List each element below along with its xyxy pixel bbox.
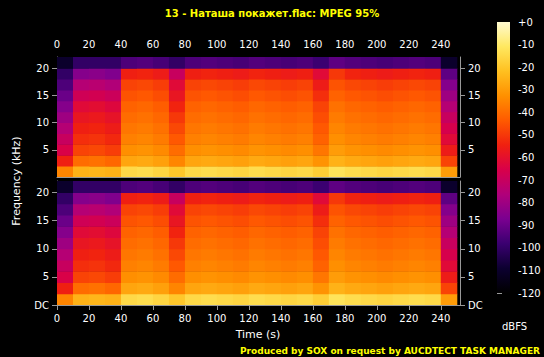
svg-text:15: 15 <box>468 90 481 101</box>
svg-text:140: 140 <box>271 39 290 50</box>
svg-text:80: 80 <box>179 313 192 324</box>
svg-text:-20: -20 <box>518 62 534 73</box>
svg-text:20: 20 <box>468 63 481 74</box>
svg-text:-60: -60 <box>518 152 534 163</box>
svg-text:5: 5 <box>468 144 474 155</box>
svg-text:160: 160 <box>303 313 322 324</box>
svg-text:10: 10 <box>36 243 49 254</box>
svg-text:100: 100 <box>207 313 226 324</box>
svg-text:10: 10 <box>36 117 49 128</box>
svg-text:-50: -50 <box>518 129 534 140</box>
svg-text:0: 0 <box>54 313 60 324</box>
svg-text:-40: -40 <box>518 107 534 118</box>
svg-text:80: 80 <box>179 39 192 50</box>
svg-text:240: 240 <box>431 313 450 324</box>
svg-text:180: 180 <box>335 39 354 50</box>
svg-text:DC: DC <box>468 300 483 311</box>
svg-text:-100: -100 <box>518 242 541 253</box>
svg-text:200: 200 <box>367 39 386 50</box>
svg-text:220: 220 <box>399 313 418 324</box>
svg-text:dBFS: dBFS <box>502 321 527 332</box>
svg-text:20: 20 <box>36 187 49 198</box>
svg-text:15: 15 <box>468 215 481 226</box>
svg-text:20: 20 <box>468 187 481 198</box>
svg-text:-110: -110 <box>518 265 541 276</box>
svg-text:120: 120 <box>239 313 258 324</box>
svg-text:40: 40 <box>115 39 128 50</box>
svg-text:Time (s): Time (s) <box>235 328 281 341</box>
svg-text:200: 200 <box>367 313 386 324</box>
svg-text:15: 15 <box>36 90 49 101</box>
svg-text:220: 220 <box>399 39 418 50</box>
svg-text:20: 20 <box>83 39 96 50</box>
svg-text:-80: -80 <box>518 197 534 208</box>
svg-text:10: 10 <box>468 243 481 254</box>
svg-text:-120: -120 <box>518 288 541 299</box>
svg-text:-90: -90 <box>518 220 534 231</box>
svg-text:15: 15 <box>36 215 49 226</box>
svg-text:Frequency (kHz): Frequency (kHz) <box>10 136 23 225</box>
svg-text:-70: -70 <box>518 175 534 186</box>
svg-text:160: 160 <box>303 39 322 50</box>
svg-text:40: 40 <box>115 313 128 324</box>
svg-text:13 - Наташа покажет.flac: MPEG: 13 - Наташа покажет.flac: MPEG 95% <box>165 8 380 19</box>
svg-text:Produced by SOX on request by: Produced by SOX on request by AUCDTECT T… <box>240 346 540 356</box>
svg-text:140: 140 <box>271 313 290 324</box>
svg-text:120: 120 <box>239 39 258 50</box>
svg-text:5: 5 <box>468 271 474 282</box>
svg-text:5: 5 <box>43 271 49 282</box>
svg-text:DC: DC <box>34 300 49 311</box>
svg-text:240: 240 <box>431 39 450 50</box>
svg-text:-30: -30 <box>518 84 534 95</box>
svg-text:-10: -10 <box>518 39 534 50</box>
svg-text:60: 60 <box>147 39 160 50</box>
svg-text:5: 5 <box>43 144 49 155</box>
svg-text:10: 10 <box>468 117 481 128</box>
svg-text:60: 60 <box>147 313 160 324</box>
svg-text:20: 20 <box>36 63 49 74</box>
svg-text:180: 180 <box>335 313 354 324</box>
svg-text:20: 20 <box>83 313 96 324</box>
svg-text:0: 0 <box>54 39 60 50</box>
svg-text:100: 100 <box>207 39 226 50</box>
svg-text:+0: +0 <box>518 17 533 28</box>
